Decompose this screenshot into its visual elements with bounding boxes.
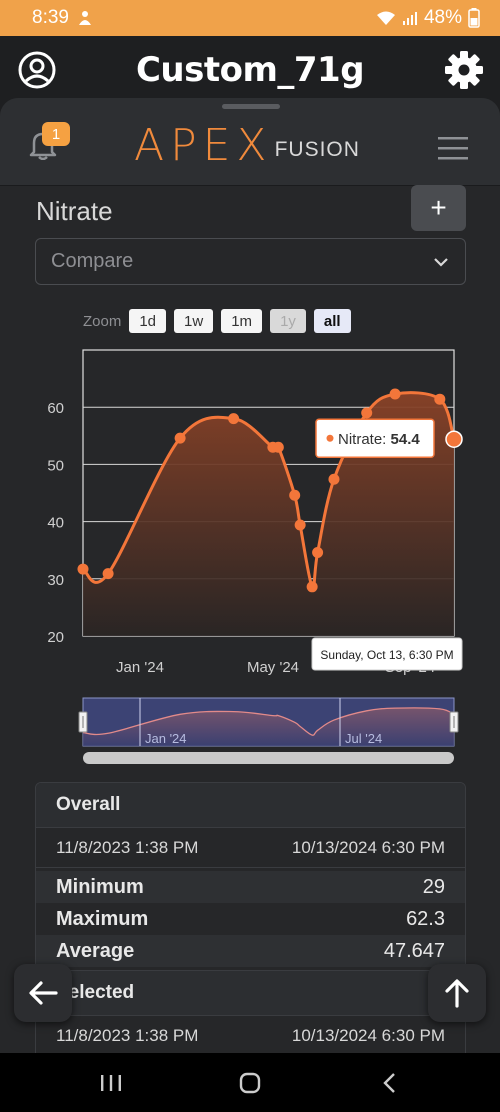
y-tick-label: 50 xyxy=(47,457,64,474)
data-point xyxy=(306,581,318,593)
arrow-left-icon xyxy=(29,981,58,1005)
back-button[interactable] xyxy=(14,964,72,1022)
stat-row-maximum: Maximum 62.3 xyxy=(56,907,445,930)
system-nav-bar xyxy=(0,1053,500,1112)
overall-start: 11/8/2023 1:38 PM xyxy=(56,837,199,857)
compare-placeholder: Compare xyxy=(51,250,134,272)
selected-header: Selected xyxy=(36,971,465,1016)
overall-header: Overall xyxy=(36,783,465,828)
wifi-icon xyxy=(376,11,395,25)
navigator-label: Jan '24 xyxy=(145,731,187,746)
parameter-title: Nitrate xyxy=(36,196,113,226)
navigator-label: Jul '24 xyxy=(345,731,382,746)
selected-start: 11/8/2023 1:38 PM xyxy=(56,1025,199,1045)
battery-percent: 48% xyxy=(423,7,462,28)
scroll-top-button[interactable] xyxy=(428,964,486,1022)
data-point xyxy=(445,430,463,448)
sheet-grabber[interactable] xyxy=(222,104,280,109)
navigator-line xyxy=(82,707,455,736)
stats-table: Overall 11/8/2023 1:38 PM 10/13/2024 6:3… xyxy=(35,782,466,1072)
add-button[interactable]: + xyxy=(411,185,466,231)
data-point xyxy=(389,388,401,400)
notification-app-icon xyxy=(78,11,91,25)
home-icon[interactable] xyxy=(237,1071,263,1095)
signal-icon xyxy=(402,12,417,25)
x-tick-label: Jan '24 xyxy=(116,659,164,676)
zoom-1m-button[interactable]: 1m xyxy=(221,309,263,333)
data-point xyxy=(174,432,186,444)
data-point xyxy=(272,441,284,453)
data-point xyxy=(328,473,340,485)
back-nav-icon[interactable] xyxy=(377,1071,403,1095)
overall-end: 10/13/2024 6:30 PM xyxy=(291,837,445,857)
compare-select[interactable]: Compare xyxy=(35,238,466,285)
y-tick-label: 20 xyxy=(47,629,64,646)
gear-icon[interactable] xyxy=(444,50,484,90)
date-flag-box xyxy=(311,637,463,671)
data-point xyxy=(294,519,306,531)
y-tick-label: 60 xyxy=(47,400,64,417)
data-point xyxy=(434,393,446,405)
stat-row-minimum: Minimum 29 xyxy=(36,871,465,903)
selected-end: 10/13/2024 6:30 PM xyxy=(291,1025,445,1045)
status-bar: 8:39 48% xyxy=(0,0,500,36)
recent-apps-icon[interactable] xyxy=(98,1071,124,1095)
apex-nav-bar: 1 APEX FUSION xyxy=(0,98,500,186)
zoom-all-button[interactable]: all xyxy=(313,309,351,333)
status-time: 8:39 xyxy=(32,7,69,28)
navigator-area xyxy=(83,707,454,746)
selected-date-range: 11/8/2023 1:38 PM 10/13/2024 6:30 PM xyxy=(36,1016,465,1056)
data-point xyxy=(77,563,89,575)
stat-row-average: Average 47.647 xyxy=(36,935,465,967)
data-point xyxy=(228,413,240,425)
tooltip-box xyxy=(315,418,435,458)
date-flag-text: Sunday, Oct 13, 6:30 PM xyxy=(320,648,453,662)
range-navigator[interactable]: Jan '24 Jul '24 xyxy=(78,697,459,764)
y-tick-label: 40 xyxy=(47,515,64,532)
battery-icon xyxy=(468,8,480,28)
zoom-1w-button[interactable]: 1w xyxy=(174,309,214,333)
page-title: Custom_71g xyxy=(135,50,365,90)
data-point xyxy=(361,407,373,419)
overall-date-range: 11/8/2023 1:38 PM 10/13/2024 6:30 PM xyxy=(36,828,465,868)
x-tick-label: May '24 xyxy=(247,659,299,676)
apex-fusion-logo: APEX FUSION xyxy=(134,120,360,171)
zoom-1y-button[interactable]: 1y xyxy=(270,309,306,333)
zoom-1d-button[interactable]: 1d xyxy=(129,309,167,333)
data-point xyxy=(289,489,301,501)
notification-badge: 1 xyxy=(42,122,70,146)
data-point xyxy=(102,568,114,580)
y-tick-label: 30 xyxy=(47,572,64,589)
data-point xyxy=(312,546,324,558)
hamburger-menu-icon[interactable] xyxy=(438,136,468,160)
app-header: Custom_71g xyxy=(0,36,500,104)
chevron-down-icon xyxy=(434,258,448,267)
zoom-controls: Zoom 1d 1w 1m 1y all xyxy=(83,309,351,333)
tooltip-marker xyxy=(326,434,334,442)
tooltip-text: Nitrate: 54.4 xyxy=(338,431,420,448)
arrow-up-icon xyxy=(445,979,469,1008)
zoom-label: Zoom xyxy=(83,312,122,330)
profile-icon[interactable] xyxy=(18,51,56,89)
navigator-scrollbar[interactable] xyxy=(83,752,454,764)
